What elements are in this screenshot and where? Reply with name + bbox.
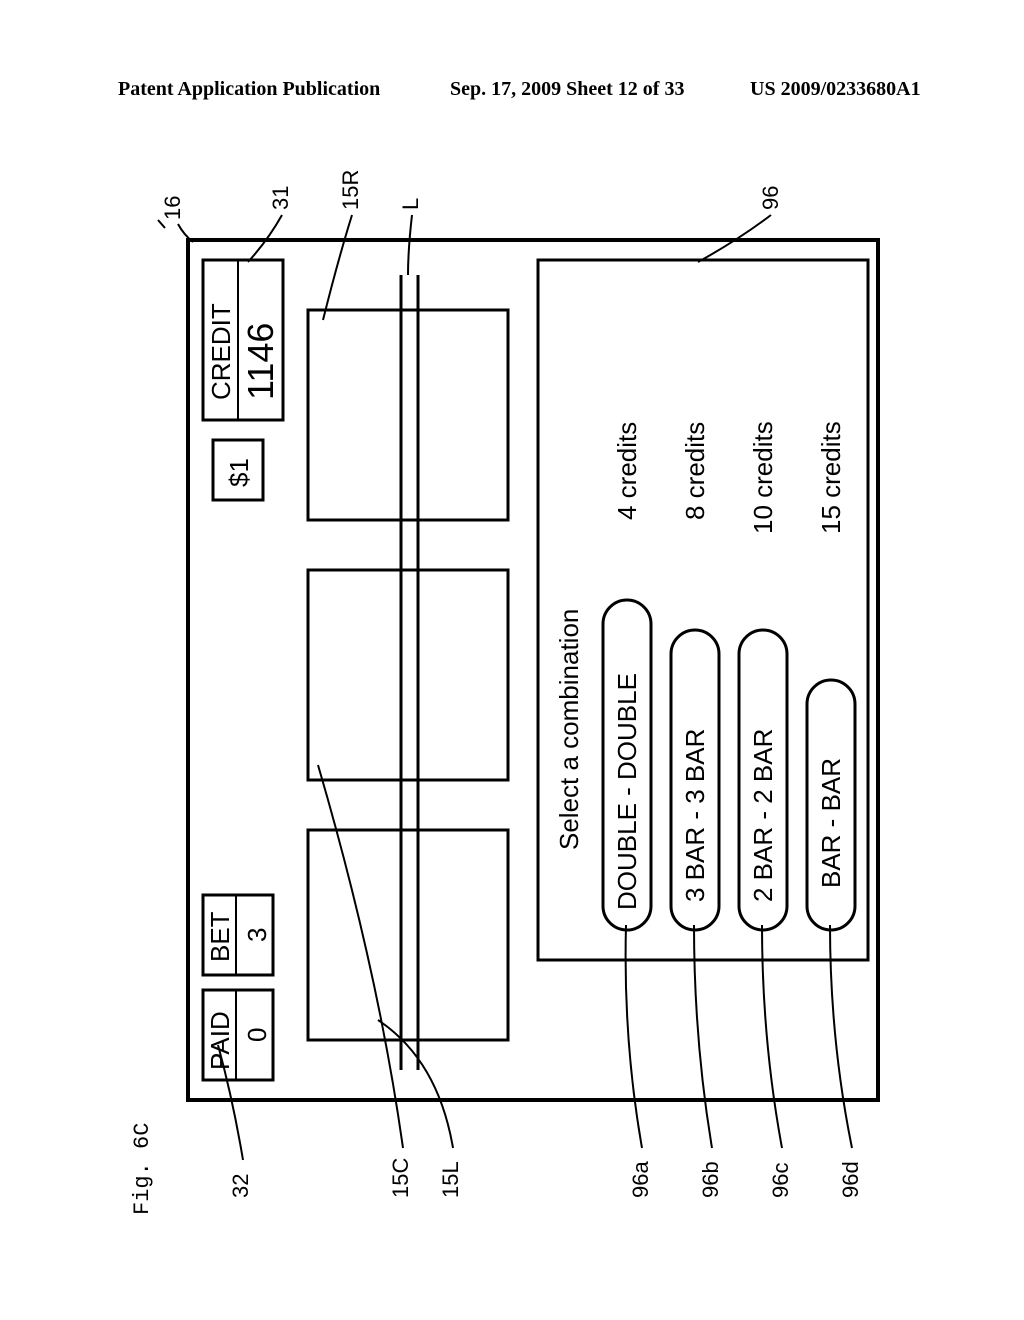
diagram-svg: Fig. 6C 32 15C 15L 96a 96b 96c 96d 16 31… bbox=[118, 160, 908, 1220]
option-96c-credits: 10 credits bbox=[748, 421, 778, 534]
reel-15L bbox=[308, 830, 508, 1040]
lead-96a: 96a bbox=[628, 1161, 653, 1198]
option-96c-label: 2 BAR - 2 BAR bbox=[748, 729, 778, 902]
paid-value: 0 bbox=[242, 1028, 272, 1042]
lead-15L: 15L bbox=[438, 1161, 463, 1198]
lead-16: 16 bbox=[160, 196, 185, 220]
reel-15R bbox=[308, 310, 508, 520]
lead-32: 32 bbox=[228, 1174, 253, 1198]
paid-label: PAID bbox=[205, 1011, 235, 1070]
lead-96c: 96c bbox=[768, 1163, 793, 1198]
lead-96: 96 bbox=[758, 186, 783, 210]
option-96a-label: DOUBLE - DOUBLE bbox=[612, 673, 642, 910]
option-96a-credits: 4 credits bbox=[612, 422, 642, 520]
screen-frame bbox=[188, 240, 878, 1100]
leadline-15R bbox=[323, 215, 352, 320]
leadline-96b bbox=[694, 925, 712, 1148]
lead-15C: 15C bbox=[388, 1158, 413, 1198]
leadline-96c bbox=[762, 925, 782, 1148]
lead-96b: 96b bbox=[698, 1161, 723, 1198]
denom-value: $1 bbox=[224, 458, 254, 487]
lead-96d: 96d bbox=[838, 1161, 863, 1198]
reel-15C bbox=[308, 570, 508, 780]
leadline-16-1 bbox=[178, 224, 193, 242]
bet-label: BET bbox=[205, 911, 235, 962]
lead-L: L bbox=[398, 198, 423, 210]
leadline-15C bbox=[318, 765, 403, 1148]
figure-6c: Fig. 6C 32 15C 15L 96a 96b 96c 96d 16 31… bbox=[118, 160, 908, 1220]
selection-title: Select a combination bbox=[554, 609, 584, 850]
leadline-96a bbox=[626, 925, 642, 1148]
header-right: US 2009/0233680A1 bbox=[750, 78, 921, 101]
credit-value: 1146 bbox=[240, 323, 281, 400]
credit-label: CREDIT bbox=[206, 303, 236, 400]
leadline-16-2 bbox=[158, 220, 165, 228]
leadline-96d bbox=[830, 925, 852, 1148]
option-96d-label: BAR - BAR bbox=[816, 758, 846, 888]
lead-15R: 15R bbox=[338, 170, 363, 210]
lead-31: 31 bbox=[268, 186, 293, 210]
option-96b-credits: 8 credits bbox=[680, 422, 710, 520]
header-center: Sep. 17, 2009 Sheet 12 of 33 bbox=[450, 78, 684, 101]
figure-label: Fig. 6C bbox=[130, 1123, 155, 1215]
leadline-L bbox=[408, 215, 412, 275]
option-96d-credits: 15 credits bbox=[816, 421, 846, 534]
header-left: Patent Application Publication bbox=[118, 78, 380, 101]
bet-value: 3 bbox=[242, 928, 272, 942]
option-96b-label: 3 BAR - 3 BAR bbox=[680, 729, 710, 902]
